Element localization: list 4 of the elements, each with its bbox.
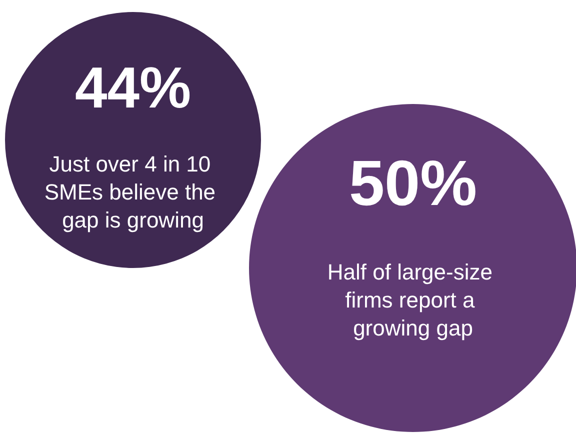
- data-label: 44%: [74, 56, 192, 120]
- category-label: Half of large-size firms report a growing gap: [327, 260, 499, 340]
- category-label: Just over 4 in 10 SMEs believe the gap is growing: [44, 152, 222, 232]
- data-label: 50%: [348, 147, 478, 219]
